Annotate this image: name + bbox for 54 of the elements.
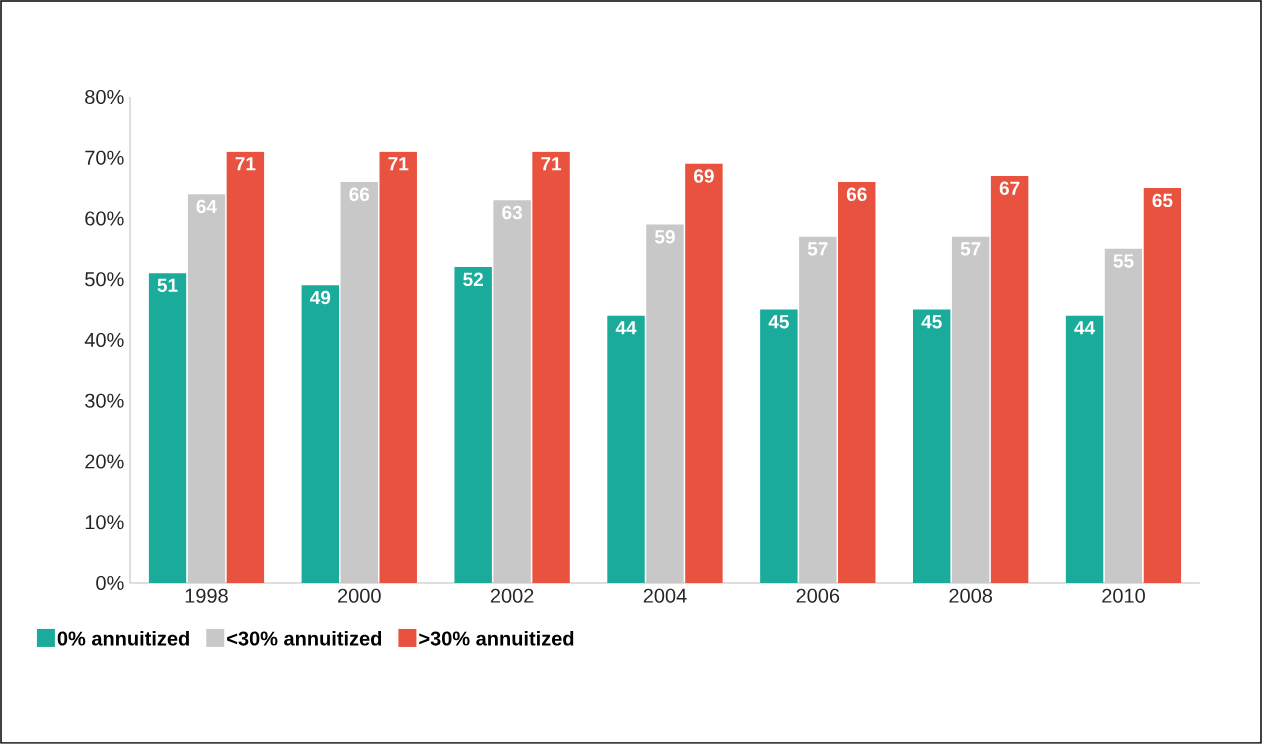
data-label: 65	[1152, 193, 1173, 208]
bar	[1104, 248, 1143, 583]
y-tick-label: 40%	[84, 332, 124, 348]
y-tick-label: 50%	[85, 272, 124, 287]
x-tick-label: 2008	[949, 588, 993, 603]
bar	[454, 267, 492, 583]
legend-label: <30% annuitized	[227, 630, 382, 646]
bar	[379, 151, 417, 583]
data-label: 51	[157, 278, 178, 292]
y-tick-label: 60%	[85, 211, 124, 226]
data-label: 44	[1074, 321, 1096, 335]
bar	[799, 236, 837, 583]
y-tick-label: 30%	[85, 393, 124, 408]
bar	[607, 315, 645, 583]
bar	[646, 224, 684, 583]
bar	[226, 151, 265, 583]
x-tick-label: 2002	[490, 588, 534, 603]
bar	[532, 151, 570, 583]
y-tick-label: 70%	[85, 150, 124, 165]
data-label: 44	[615, 321, 637, 335]
bar	[685, 163, 723, 583]
data-label: 49	[310, 290, 331, 305]
bar	[990, 175, 1029, 583]
x-tick-label: 2004	[643, 588, 687, 603]
data-label: 45	[768, 315, 789, 329]
bar	[1143, 188, 1182, 583]
bar	[912, 309, 951, 583]
legend-label: >30% annuitized	[419, 630, 574, 646]
x-tick-label: 2000	[338, 588, 381, 603]
legend-label: 0% annuitized	[57, 630, 189, 646]
x-tick-label: 1998	[185, 588, 228, 603]
bar	[148, 273, 187, 583]
y-tick-label: 20%	[85, 454, 124, 469]
x-tick-label: 2006	[796, 588, 840, 603]
y-tick-label: 0%	[96, 575, 124, 591]
bar	[340, 182, 378, 583]
bar	[493, 200, 531, 583]
bar	[951, 236, 990, 583]
bar	[301, 285, 340, 583]
x-tick-label: 2010	[1102, 588, 1145, 603]
bar	[1065, 315, 1104, 583]
y-tick-label: 80%	[85, 89, 124, 105]
data-label: 66	[846, 187, 867, 202]
y-tick-label: 10%	[85, 515, 124, 530]
bar	[187, 194, 226, 583]
bar	[838, 182, 876, 583]
data-label: 71	[235, 157, 256, 171]
data-label: 67	[999, 181, 1020, 195]
data-label: 71	[388, 157, 409, 171]
data-label: 45	[921, 315, 942, 329]
data-label: 52	[463, 272, 483, 287]
bar	[760, 309, 798, 583]
data-label: 71	[541, 157, 562, 171]
data-label: 69	[694, 169, 714, 183]
